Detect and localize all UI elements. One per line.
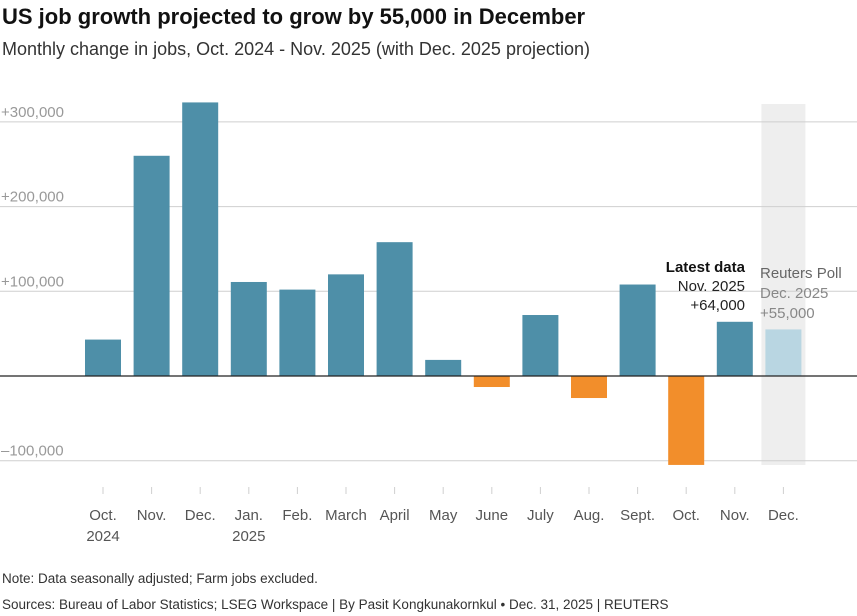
chart-note: Note: Data seasonally adjusted; Farm job… <box>2 571 318 586</box>
x-tick-label: June <box>476 507 509 524</box>
bar <box>765 329 802 376</box>
labels: +300,000 +200,000 +100,000 –100,000 Oct. 2024… <box>1 104 842 545</box>
x-tick-label: Dec. <box>185 507 216 524</box>
bar <box>182 102 219 376</box>
x-tick-label: Oct. <box>672 507 700 524</box>
x-tick-label: Feb. <box>282 507 312 524</box>
bar <box>279 289 316 376</box>
annotation-latest-heading: Latest data <box>666 259 746 276</box>
bar <box>328 274 364 376</box>
x-tick-label: July <box>527 507 554 524</box>
projection-band-layer <box>761 104 806 465</box>
x-tick-label: May <box>429 507 458 524</box>
annotation-poll-value: +55,000 <box>760 305 815 322</box>
annotation-poll-heading: Reuters Poll <box>760 265 842 282</box>
bars <box>85 102 802 465</box>
annotation-poll-period: Dec. 2025 <box>760 285 828 302</box>
x-tick-label: Jan. <box>235 507 263 524</box>
bar <box>522 315 559 376</box>
y-tick-label: +200,000 <box>1 189 64 206</box>
chart-subtitle: Monthly change in jobs, Oct. 2024 - Nov.… <box>2 39 590 59</box>
annotation-latest-value: +64,000 <box>690 297 745 314</box>
y-tick-label: –100,000 <box>1 443 64 460</box>
x-ticks <box>102 487 784 494</box>
y-tick-label: +100,000 <box>1 273 64 290</box>
bar <box>571 376 607 399</box>
x-tick-label: Nov. <box>137 507 167 524</box>
bar <box>716 321 753 376</box>
bar <box>425 359 462 376</box>
bar-chart: +300,000 +200,000 +100,000 –100,000 Oct. 2024… <box>0 102 857 545</box>
bar <box>376 242 413 376</box>
bar <box>473 376 510 388</box>
bar <box>133 155 170 376</box>
annotation-latest-period: Nov. 2025 <box>678 278 745 295</box>
x-tick-label: March <box>325 507 367 524</box>
x-tick-label: Nov. <box>720 507 750 524</box>
bar <box>668 376 705 465</box>
bar <box>619 284 656 376</box>
projection-band <box>761 104 806 465</box>
x-tick-label: Sept. <box>620 507 655 524</box>
chart-title: US job growth projected to grow by 55,00… <box>2 4 586 29</box>
x-tick-label: Oct. <box>89 507 117 524</box>
x-tick-label: April <box>380 507 410 524</box>
bar <box>85 339 121 376</box>
y-tick-label: +300,000 <box>1 104 64 121</box>
chart-source: Sources: Bureau of Labor Statistics; LSE… <box>2 597 669 612</box>
x-tick-sublabel: 2025 <box>232 528 265 545</box>
x-tick-sublabel: 2024 <box>86 528 119 545</box>
x-tick-label: Dec. <box>768 507 799 524</box>
x-tick-label: Aug. <box>574 507 605 524</box>
bar <box>230 281 267 376</box>
